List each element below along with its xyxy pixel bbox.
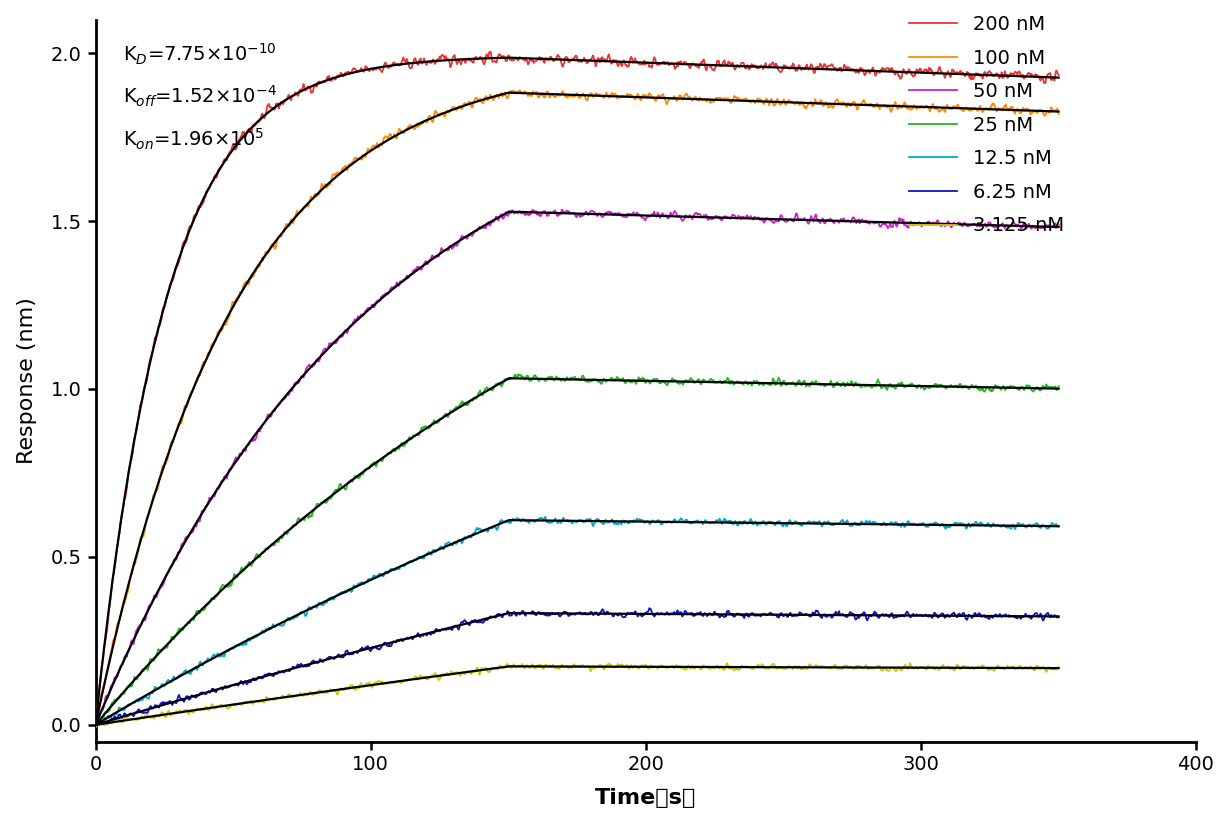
- 50 nM: [1002, 221, 1017, 231]
- 100 nM: [89, 719, 103, 728]
- 6.25 nM: [1051, 612, 1066, 622]
- 50 nM: [955, 221, 970, 231]
- 3.125 nM: [1051, 662, 1066, 672]
- 100 nM: [118, 594, 133, 604]
- 200 nM: [411, 60, 426, 70]
- 3.125 nM: [719, 658, 734, 668]
- 25 nM: [271, 537, 286, 547]
- Y-axis label: Response (nm): Response (nm): [17, 297, 37, 464]
- 6.25 nM: [271, 667, 286, 676]
- 200 nM: [1051, 70, 1066, 80]
- 100 nM: [411, 122, 426, 132]
- 100 nM: [1051, 109, 1066, 119]
- Legend: 200 nM, 100 nM, 50 nM, 25 nM, 12.5 nM, 6.25 nM, 3.125 nM: 200 nM, 100 nM, 50 nM, 25 nM, 12.5 nM, 6…: [908, 15, 1064, 235]
- 50 nM: [89, 720, 103, 730]
- 25 nM: [118, 686, 133, 695]
- Line: 3.125 nM: 3.125 nM: [96, 663, 1059, 728]
- 200 nM: [955, 68, 970, 78]
- 3.125 nM: [1002, 663, 1017, 673]
- Line: 100 nM: 100 nM: [96, 90, 1059, 724]
- 100 nM: [672, 91, 687, 101]
- 100 nM: [955, 106, 970, 116]
- 3.125 nM: [118, 713, 133, 723]
- Line: 25 nM: 25 nM: [96, 375, 1059, 725]
- Line: 200 nM: 200 nM: [96, 52, 1059, 724]
- 50 nM: [118, 652, 133, 662]
- 200 nM: [118, 493, 133, 502]
- 200 nM: [89, 719, 103, 728]
- 6.25 nM: [89, 719, 103, 729]
- 3.125 nM: [271, 693, 286, 703]
- 12.5 nM: [411, 552, 426, 562]
- 50 nM: [1051, 219, 1066, 229]
- 25 nM: [411, 430, 426, 440]
- 100 nM: [271, 232, 286, 242]
- Line: 12.5 nM: 12.5 nM: [96, 517, 1059, 728]
- 6.25 nM: [1002, 611, 1017, 621]
- Line: 6.25 nM: 6.25 nM: [96, 608, 1059, 724]
- 12.5 nM: [271, 620, 286, 629]
- 12.5 nM: [1002, 523, 1017, 533]
- 200 nM: [483, 47, 497, 57]
- 25 nM: [955, 383, 970, 393]
- 100 nM: [1002, 105, 1017, 115]
- 25 nM: [89, 720, 103, 730]
- 25 nM: [1002, 381, 1017, 391]
- 3.125 nM: [955, 661, 970, 671]
- 6.25 nM: [411, 628, 426, 638]
- X-axis label: Time（s）: Time（s）: [595, 789, 697, 808]
- 25 nM: [672, 379, 687, 389]
- 25 nM: [1051, 381, 1066, 391]
- 50 nM: [672, 211, 687, 221]
- 200 nM: [672, 59, 687, 69]
- 3.125 nM: [89, 723, 103, 733]
- 25 nM: [511, 370, 526, 380]
- 50 nM: [271, 398, 286, 408]
- Line: 50 nM: 50 nM: [96, 210, 1059, 725]
- 100 nM: [512, 85, 527, 95]
- 200 nM: [271, 104, 286, 114]
- 12.5 nM: [1051, 521, 1066, 531]
- 6.25 nM: [672, 608, 687, 618]
- 200 nM: [1002, 69, 1017, 79]
- 3.125 nM: [672, 662, 687, 672]
- 6.25 nM: [118, 709, 133, 719]
- 12.5 nM: [672, 516, 687, 526]
- 12.5 nM: [89, 723, 103, 733]
- 50 nM: [554, 205, 569, 214]
- 12.5 nM: [538, 512, 553, 522]
- Text: K$_D$=7.75×10$^{-10}$
K$_{off}$=1.52×10$^{-4}$
K$_{on}$=1.96×10$^5$: K$_D$=7.75×10$^{-10}$ K$_{off}$=1.52×10$…: [123, 41, 277, 153]
- 6.25 nM: [955, 608, 970, 618]
- 50 nM: [411, 262, 426, 271]
- 12.5 nM: [118, 704, 133, 714]
- 12.5 nM: [955, 519, 970, 529]
- 6.25 nM: [641, 603, 656, 613]
- 3.125 nM: [411, 674, 426, 684]
